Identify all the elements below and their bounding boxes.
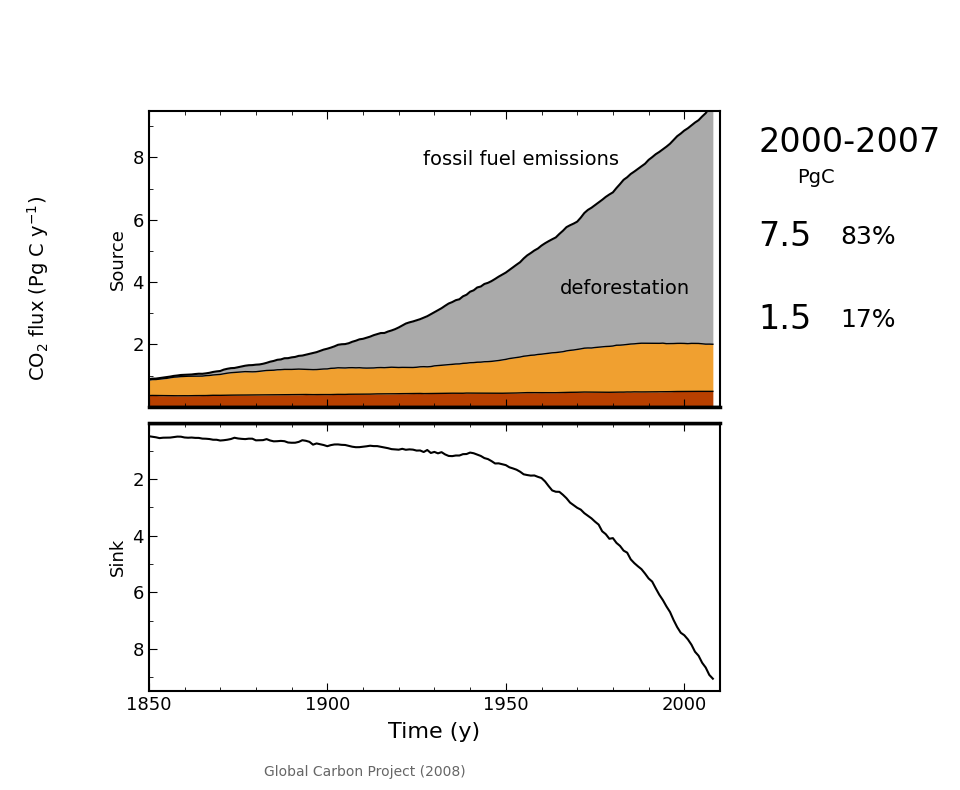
Text: PgC: PgC [797,168,834,187]
Text: Global Carbon Project (2008): Global Carbon Project (2008) [264,765,466,779]
Text: 83%: 83% [840,225,896,249]
Text: CO$_2$ flux (Pg C y$^{-1}$): CO$_2$ flux (Pg C y$^{-1}$) [26,196,51,381]
Text: Source: Source [108,228,127,290]
Text: 1.5: 1.5 [758,303,811,337]
Text: 7.5: 7.5 [758,220,811,254]
Text: 17%: 17% [840,308,896,332]
Text: Sink: Sink [108,538,127,576]
Text: fossil fuel emissions: fossil fuel emissions [423,150,619,169]
Text: Human Perturbation of the Global Carbon Budget: Human Perturbation of the Global Carbon … [24,31,960,66]
Text: 2000-2007: 2000-2007 [758,126,941,159]
Text: deforestation: deforestation [560,279,690,298]
X-axis label: Time (y): Time (y) [389,722,480,743]
